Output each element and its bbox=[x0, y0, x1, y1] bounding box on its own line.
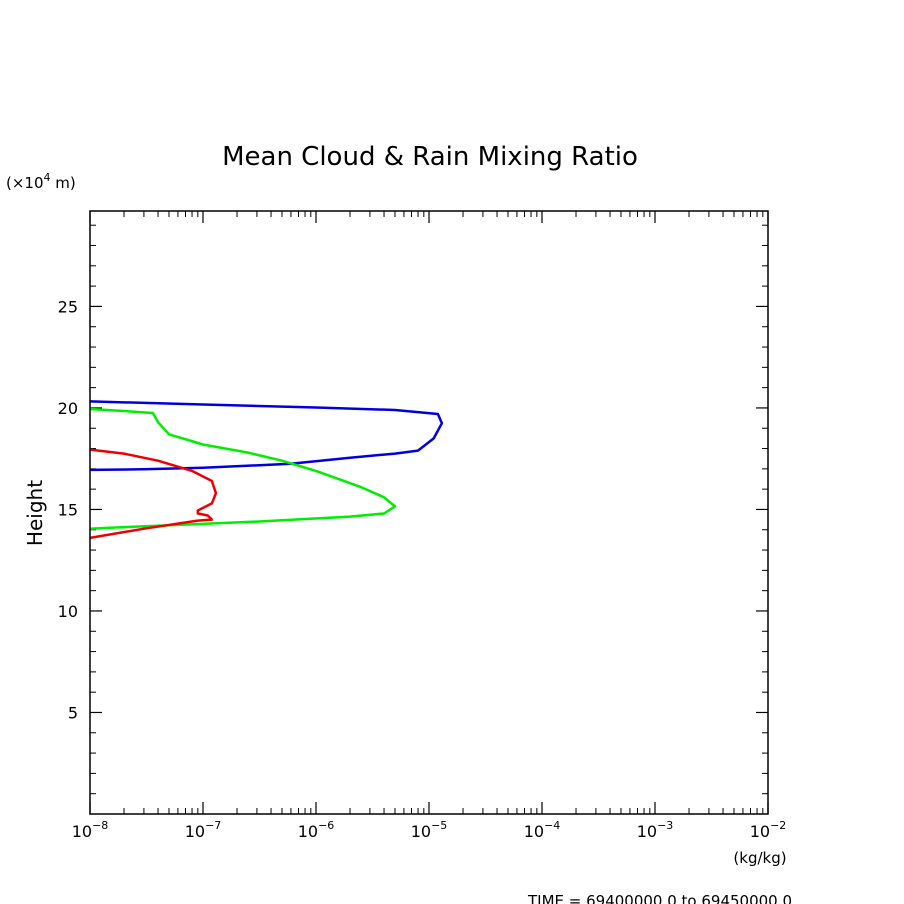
x-tick-base: 10 bbox=[750, 822, 770, 841]
y-tick-label: 10 bbox=[58, 602, 78, 621]
x-tick-base: 10 bbox=[524, 822, 544, 841]
x-tick-base: 10 bbox=[411, 822, 431, 841]
x-tick-label: 10−3 bbox=[637, 819, 674, 841]
y-unit-prefix: (×10 bbox=[6, 174, 44, 192]
x-tick-label: 10−4 bbox=[524, 819, 561, 841]
x-tick-base: 10 bbox=[185, 822, 205, 841]
x-tick-labels: 10−8 10−7 10−6 10−5 10−4 10−3 10−2 bbox=[72, 819, 787, 841]
y-tick-labels: 5 10 15 20 25 bbox=[58, 297, 78, 722]
x-tick-base: 10 bbox=[72, 822, 92, 841]
x-tick-exponent: −2 bbox=[770, 819, 786, 832]
x-tick-exponent: −7 bbox=[205, 819, 221, 832]
y-unit-label: (×104 m) bbox=[6, 171, 76, 192]
y-tick-label: 20 bbox=[58, 399, 78, 418]
plot-frame bbox=[89, 210, 769, 815]
y-tick-label: 5 bbox=[68, 703, 78, 722]
major-ticks bbox=[89, 211, 769, 814]
y-unit-exponent: 4 bbox=[44, 171, 51, 184]
x-tick-label: 10−2 bbox=[750, 819, 787, 841]
y-tick-label: 15 bbox=[58, 500, 78, 519]
x-unit-label: (kg/kg) bbox=[733, 849, 786, 867]
minor-ticks bbox=[90, 211, 768, 814]
x-tick-exponent: −6 bbox=[318, 819, 334, 832]
time-range-footer: TIME = 69400000.0 to 69450000.0 bbox=[527, 892, 792, 904]
series-line-2 bbox=[89, 407, 397, 530]
series-line-3 bbox=[89, 448, 218, 540]
x-tick-base: 10 bbox=[298, 822, 318, 841]
y-axis-label: Height bbox=[23, 480, 47, 546]
x-tick-label: 10−6 bbox=[298, 819, 335, 841]
x-tick-label: 10−7 bbox=[185, 819, 222, 841]
series-lines bbox=[89, 400, 444, 540]
y-tick-label: 25 bbox=[58, 297, 78, 316]
y-unit-suffix: m) bbox=[51, 174, 76, 192]
x-tick-exponent: −5 bbox=[431, 819, 447, 832]
x-tick-label: 10−5 bbox=[411, 819, 448, 841]
x-tick-exponent: −4 bbox=[544, 819, 560, 832]
x-tick-label: 10−8 bbox=[72, 819, 109, 841]
x-tick-exponent: −3 bbox=[657, 819, 673, 832]
x-tick-base: 10 bbox=[637, 822, 657, 841]
x-tick-exponent: −8 bbox=[92, 819, 108, 832]
chart-title: Mean Cloud & Rain Mixing Ratio bbox=[222, 142, 638, 172]
series-line-1 bbox=[89, 400, 444, 472]
